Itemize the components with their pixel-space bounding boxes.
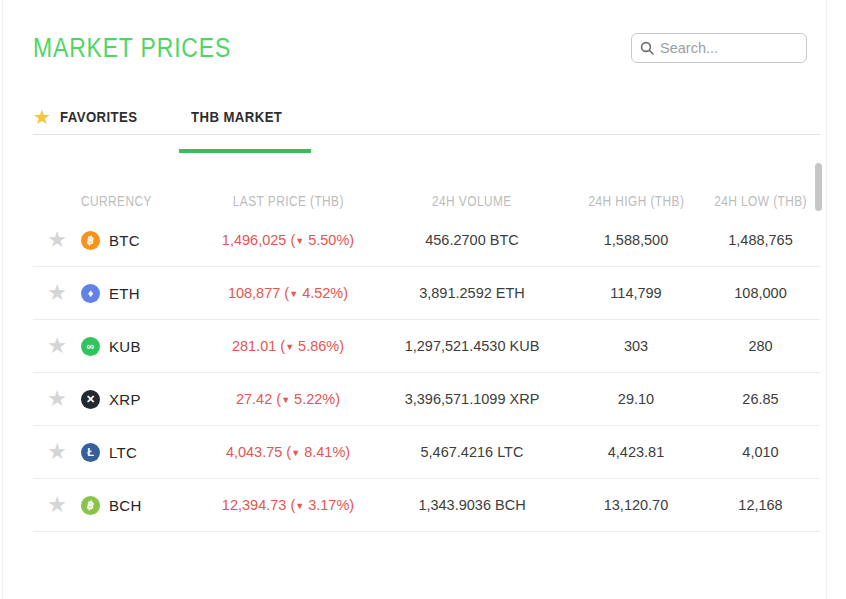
- volume-24h: 5,467.4216 LTC: [373, 444, 571, 460]
- table-header-row: CURRENCY LAST PRICE (THB) 24H VOLUME 24H…: [33, 188, 820, 214]
- tabs-divider: [33, 134, 820, 135]
- table-body: ★ ฿ BTC 1,496,025 (▼ 5.50%) 456.2700 BTC…: [33, 214, 820, 532]
- price-change: (▼ 4.52%): [284, 285, 348, 301]
- last-price: 1,496,025 (▼ 5.50%): [203, 232, 373, 248]
- favorite-star-icon[interactable]: ★: [47, 386, 67, 411]
- table-row-kub[interactable]: ★ ∞ KUB 281.01 (▼ 5.86%) 1,297,521.4530 …: [33, 320, 820, 373]
- currency-symbol: LTC: [109, 444, 137, 461]
- table-scrollbar-thumb[interactable]: [815, 163, 822, 211]
- table-row-xrp[interactable]: ★ ✕ XRP 27.42 (▼ 5.22%) 3,396,571.1099 X…: [33, 373, 820, 426]
- market-table: CURRENCY LAST PRICE (THB) 24H VOLUME 24H…: [33, 188, 820, 532]
- high-24h: 29.10: [571, 391, 701, 407]
- tab-thb-market[interactable]: THB MARKET: [179, 99, 310, 135]
- col-header-high: 24H HIGH (THB): [588, 193, 684, 209]
- down-triangle-icon: ▼: [291, 448, 300, 458]
- volume-24h: 456.2700 BTC: [373, 232, 571, 248]
- last-price: 12,394.73 (▼ 3.17%): [203, 497, 373, 513]
- table-row-bch[interactable]: ★ ฿ BCH 12,394.73 (▼ 3.17%) 1,343.9036 B…: [33, 479, 820, 532]
- col-header-last-price: LAST PRICE (THB): [232, 193, 343, 209]
- table-row-btc[interactable]: ★ ฿ BTC 1,496,025 (▼ 5.50%) 456.2700 BTC…: [33, 214, 820, 267]
- down-triangle-icon: ▼: [285, 342, 294, 352]
- low-24h: 4,010: [701, 444, 820, 460]
- volume-24h: 3,891.2592 ETH: [373, 285, 571, 301]
- down-triangle-icon: ▼: [295, 236, 304, 246]
- high-24h: 1,588,500: [571, 232, 701, 248]
- search-box[interactable]: [631, 33, 807, 63]
- table-row-eth[interactable]: ★ ♦ ETH 108,877 (▼ 4.52%) 3,891.2592 ETH…: [33, 267, 820, 320]
- high-24h: 303: [571, 338, 701, 354]
- currency-symbol: KUB: [109, 338, 141, 355]
- tab-favorites[interactable]: ★ FAVORITES: [33, 99, 179, 135]
- eth-coin-icon: ♦: [81, 284, 100, 303]
- high-24h: 13,120.70: [571, 497, 701, 513]
- last-price: 27.42 (▼ 5.22%): [203, 391, 373, 407]
- volume-24h: 1,343.9036 BCH: [373, 497, 571, 513]
- low-24h: 280: [701, 338, 820, 354]
- volume-24h: 1,297,521.4530 KUB: [373, 338, 571, 354]
- favorite-star-icon[interactable]: ★: [47, 492, 67, 517]
- high-24h: 4,423.81: [571, 444, 701, 460]
- down-triangle-icon: ▼: [295, 501, 304, 511]
- price-change: (▼ 5.86%): [280, 338, 344, 354]
- down-triangle-icon: ▼: [289, 289, 298, 299]
- tab-favorites-label: FAVORITES: [60, 108, 138, 126]
- currency-symbol: XRP: [109, 391, 141, 408]
- kub-coin-icon: ∞: [81, 337, 100, 356]
- price-change: (▼ 8.41%): [286, 444, 350, 460]
- table-row-ltc[interactable]: ★ Ł LTC 4,043.75 (▼ 8.41%) 5,467.4216 LT…: [33, 426, 820, 479]
- currency-symbol: ETH: [109, 285, 140, 302]
- col-header-low: 24H LOW (THB): [714, 193, 807, 209]
- active-tab-underline: [179, 149, 310, 153]
- col-header-currency: CURRENCY: [81, 193, 152, 209]
- last-price: 281.01 (▼ 5.86%): [203, 338, 373, 354]
- low-24h: 1,488,765: [701, 232, 820, 248]
- tab-thb-market-label: THB MARKET: [191, 108, 282, 126]
- price-change: (▼ 5.22%): [276, 391, 340, 407]
- favorite-star-icon[interactable]: ★: [47, 439, 67, 464]
- low-24h: 12,168: [701, 497, 820, 513]
- favorite-star-icon[interactable]: ★: [47, 227, 67, 252]
- low-24h: 26.85: [701, 391, 820, 407]
- xrp-coin-icon: ✕: [81, 390, 100, 409]
- price-change: (▼ 5.50%): [290, 232, 354, 248]
- price-change: (▼ 3.17%): [290, 497, 354, 513]
- currency-symbol: BCH: [109, 497, 142, 514]
- favorite-star-icon[interactable]: ★: [47, 333, 67, 358]
- search-input[interactable]: [660, 40, 798, 56]
- market-tabs: ★ FAVORITES THB MARKET: [33, 99, 311, 135]
- col-header-volume: 24H VOLUME: [432, 193, 512, 209]
- btc-coin-icon: ฿: [81, 231, 100, 250]
- ltc-coin-icon: Ł: [81, 443, 100, 462]
- high-24h: 114,799: [571, 285, 701, 301]
- down-triangle-icon: ▼: [281, 395, 290, 405]
- star-icon: ★: [33, 107, 51, 127]
- last-price: 108,877 (▼ 4.52%): [203, 285, 373, 301]
- currency-symbol: BTC: [109, 232, 140, 249]
- market-prices-panel: MARKET PRICES ★ FAVORITES THB MARKET CUR…: [2, 0, 827, 599]
- last-price: 4,043.75 (▼ 8.41%): [203, 444, 373, 460]
- low-24h: 108,000: [701, 285, 820, 301]
- search-icon: [640, 41, 654, 55]
- volume-24h: 3,396,571.1099 XRP: [373, 391, 571, 407]
- favorite-star-icon[interactable]: ★: [47, 280, 67, 305]
- page-title: MARKET PRICES: [33, 33, 266, 64]
- bch-coin-icon: ฿: [81, 496, 100, 515]
